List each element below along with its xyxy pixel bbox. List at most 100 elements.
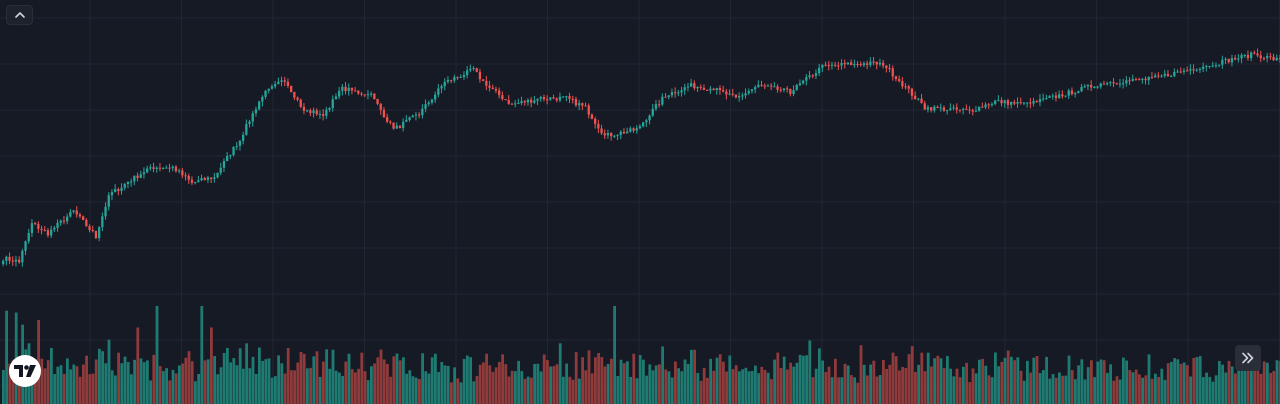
candle-body — [366, 94, 370, 96]
candle — [872, 57, 875, 66]
candle — [1070, 87, 1074, 96]
volume-bar — [1141, 377, 1144, 404]
candle — [875, 61, 878, 70]
volume-bar — [917, 364, 920, 404]
candle-body — [437, 88, 440, 95]
volume-bar — [638, 355, 642, 404]
candle-body — [747, 91, 750, 94]
candle — [261, 95, 264, 107]
candle — [981, 102, 984, 108]
volume-bar — [133, 359, 136, 404]
candle-body — [1131, 78, 1134, 81]
volume-bar — [88, 374, 92, 404]
candle-body — [261, 96, 264, 102]
candle — [363, 94, 366, 98]
candle-body — [1214, 65, 1218, 67]
candle — [610, 132, 613, 141]
volume-bar — [696, 372, 700, 404]
candle-body — [731, 93, 734, 95]
volume-bar — [651, 370, 655, 404]
candle — [654, 100, 658, 111]
candle — [578, 99, 581, 111]
volume-bar — [581, 357, 584, 404]
candle-body — [786, 88, 789, 90]
volume-bar — [504, 364, 508, 404]
candle — [894, 75, 898, 82]
volume-bar — [712, 370, 716, 404]
volume-bar — [1272, 371, 1276, 404]
volume-bar — [1195, 357, 1199, 404]
candle-body — [430, 99, 434, 103]
candle-body — [402, 121, 405, 129]
candle-body — [120, 187, 123, 192]
volume-bar — [568, 376, 572, 404]
candle — [1192, 64, 1195, 74]
candle — [786, 86, 789, 93]
candle-body — [405, 119, 408, 122]
candle-body — [1070, 90, 1074, 95]
candle — [1022, 102, 1026, 106]
volume-bar — [1070, 370, 1074, 404]
volume-bar — [558, 343, 562, 404]
candle — [254, 106, 258, 117]
collapse-pane-button[interactable] — [6, 5, 33, 25]
volume-bar — [619, 359, 623, 404]
candle — [130, 178, 133, 187]
candle-body — [290, 85, 293, 92]
candle — [712, 87, 715, 91]
candle — [1198, 67, 1202, 73]
candle-body — [338, 90, 341, 97]
candle — [1214, 62, 1218, 69]
volume-bar — [1211, 381, 1215, 404]
candle-body — [1234, 57, 1237, 60]
candle — [802, 79, 805, 85]
tradingview-logo-icon[interactable] — [9, 355, 41, 387]
candle-body — [718, 87, 722, 91]
volume-bar — [366, 380, 370, 404]
candle-body — [117, 189, 120, 192]
volume-bar — [878, 374, 882, 404]
candle-body — [875, 62, 878, 65]
volume-bar — [1061, 375, 1064, 404]
volume-bar — [1144, 375, 1148, 404]
volume-bar — [507, 376, 511, 404]
candle-body — [888, 68, 891, 70]
volume-bar — [738, 371, 741, 404]
candle — [590, 113, 594, 120]
candle — [494, 86, 498, 94]
candle — [619, 130, 622, 140]
candle — [1275, 54, 1278, 61]
candle-body — [1115, 83, 1118, 85]
candle-body — [37, 224, 40, 229]
candle-body — [30, 223, 34, 234]
candle — [648, 114, 651, 125]
candle — [290, 85, 293, 93]
candle-body — [1208, 65, 1211, 67]
volume-bar — [626, 361, 629, 404]
candle — [1029, 98, 1032, 109]
volume-bar — [610, 358, 613, 404]
volume-bar — [1083, 379, 1087, 404]
volume-bar — [456, 378, 460, 404]
volume-bar — [616, 376, 620, 404]
candle — [456, 76, 459, 80]
candle-body — [248, 121, 251, 124]
volume-bar — [184, 357, 188, 404]
volume-bar — [165, 368, 168, 404]
candle-body — [318, 114, 322, 116]
candle — [770, 83, 773, 91]
volume-bar — [1246, 356, 1250, 404]
candle-body — [152, 167, 155, 169]
candle — [1160, 74, 1163, 78]
volume-bar — [1038, 373, 1042, 404]
candle-body — [1083, 86, 1086, 88]
candle-body — [114, 189, 117, 193]
volume-bar — [78, 376, 82, 404]
volume-bar — [382, 359, 386, 404]
candle — [1240, 53, 1243, 64]
scroll-to-realtime-button[interactable] — [1235, 345, 1261, 371]
volume-bar — [373, 363, 376, 404]
candle — [274, 80, 277, 89]
candle-body — [757, 84, 760, 88]
